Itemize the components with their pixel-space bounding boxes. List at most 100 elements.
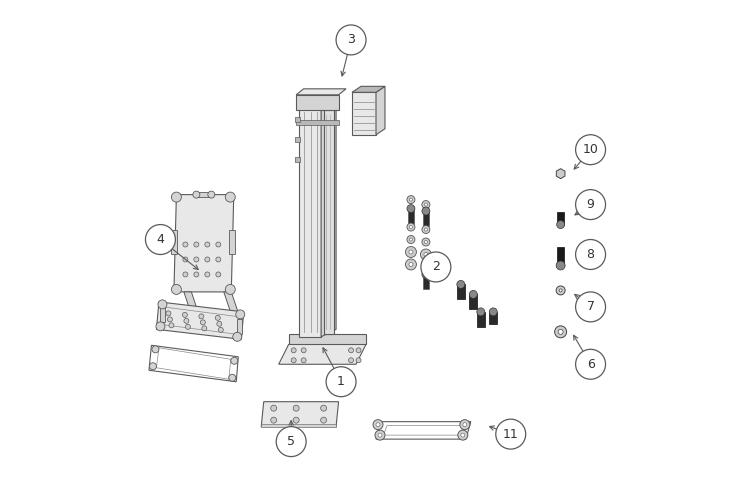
Polygon shape — [299, 107, 321, 337]
Circle shape — [276, 427, 306, 457]
Circle shape — [156, 322, 165, 331]
Circle shape — [575, 292, 605, 322]
Polygon shape — [156, 302, 244, 339]
Text: 4: 4 — [156, 233, 165, 246]
Circle shape — [356, 348, 361, 353]
Polygon shape — [174, 195, 234, 292]
Circle shape — [183, 242, 188, 247]
Circle shape — [326, 367, 356, 397]
Circle shape — [301, 348, 306, 353]
Circle shape — [456, 280, 465, 288]
Polygon shape — [423, 274, 429, 289]
Circle shape — [422, 207, 430, 215]
Circle shape — [555, 326, 566, 338]
Circle shape — [559, 289, 562, 292]
Circle shape — [145, 225, 175, 254]
Circle shape — [575, 135, 605, 165]
Circle shape — [424, 241, 427, 244]
Polygon shape — [352, 86, 385, 92]
Text: 8: 8 — [587, 248, 595, 261]
Circle shape — [461, 433, 465, 437]
Text: 1: 1 — [337, 375, 345, 388]
Circle shape — [226, 192, 235, 202]
Circle shape — [216, 257, 221, 262]
Circle shape — [194, 257, 199, 262]
Circle shape — [293, 417, 299, 423]
Polygon shape — [196, 192, 211, 197]
Circle shape — [407, 196, 415, 204]
Circle shape — [409, 262, 413, 266]
Polygon shape — [296, 95, 338, 110]
Circle shape — [409, 226, 412, 229]
Circle shape — [336, 25, 366, 55]
Circle shape — [424, 252, 428, 256]
Circle shape — [575, 240, 605, 269]
Circle shape — [271, 405, 277, 411]
Polygon shape — [477, 312, 485, 327]
Circle shape — [183, 312, 187, 317]
Circle shape — [469, 290, 478, 298]
Polygon shape — [171, 230, 177, 254]
Circle shape — [193, 191, 200, 198]
Text: 10: 10 — [583, 143, 599, 156]
Polygon shape — [261, 402, 338, 427]
Circle shape — [320, 405, 326, 411]
Polygon shape — [456, 284, 465, 299]
Circle shape — [376, 423, 380, 427]
Circle shape — [496, 419, 526, 449]
Polygon shape — [184, 292, 199, 314]
Circle shape — [349, 348, 353, 353]
Circle shape — [205, 272, 210, 277]
Polygon shape — [296, 137, 300, 142]
Polygon shape — [490, 312, 497, 324]
Circle shape — [490, 308, 497, 316]
Polygon shape — [469, 294, 478, 309]
Circle shape — [556, 286, 565, 295]
Circle shape — [409, 198, 412, 201]
Polygon shape — [229, 230, 235, 254]
Circle shape — [556, 221, 565, 229]
Polygon shape — [279, 344, 366, 364]
Circle shape — [424, 228, 427, 231]
Text: 7: 7 — [587, 300, 595, 313]
Circle shape — [158, 300, 167, 309]
Circle shape — [236, 310, 244, 319]
Text: 9: 9 — [587, 198, 595, 211]
Circle shape — [409, 250, 413, 254]
Circle shape — [184, 318, 189, 323]
Circle shape — [424, 267, 427, 270]
Circle shape — [421, 252, 451, 282]
Circle shape — [233, 332, 242, 341]
Circle shape — [171, 284, 181, 294]
Polygon shape — [376, 86, 385, 135]
Polygon shape — [261, 424, 336, 427]
Polygon shape — [296, 117, 300, 122]
Circle shape — [422, 226, 430, 234]
Circle shape — [405, 247, 417, 257]
Circle shape — [208, 191, 215, 198]
Circle shape — [226, 284, 235, 294]
Circle shape — [556, 261, 565, 270]
Circle shape — [183, 272, 188, 277]
Polygon shape — [238, 319, 242, 334]
Circle shape — [202, 326, 207, 331]
Circle shape — [422, 264, 430, 272]
Circle shape — [217, 321, 222, 326]
Circle shape — [171, 192, 181, 202]
Circle shape — [420, 249, 432, 260]
Circle shape — [459, 420, 470, 430]
Circle shape — [477, 308, 485, 316]
Circle shape — [356, 358, 361, 363]
Circle shape — [215, 315, 220, 320]
Circle shape — [349, 358, 353, 363]
Circle shape — [301, 358, 306, 363]
Circle shape — [293, 405, 299, 411]
Circle shape — [458, 430, 468, 440]
Polygon shape — [352, 92, 376, 135]
Circle shape — [205, 257, 210, 262]
Circle shape — [409, 238, 412, 241]
Circle shape — [271, 417, 277, 423]
Polygon shape — [160, 307, 165, 322]
Circle shape — [424, 203, 427, 206]
Circle shape — [575, 349, 605, 379]
